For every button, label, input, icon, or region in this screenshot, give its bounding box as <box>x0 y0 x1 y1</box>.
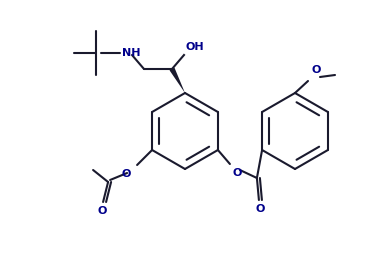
Polygon shape <box>169 68 185 93</box>
Text: O: O <box>312 65 321 75</box>
Text: O: O <box>97 206 107 216</box>
Text: O: O <box>122 169 131 179</box>
Text: OH: OH <box>185 42 204 52</box>
Text: O: O <box>233 168 242 178</box>
Text: NH: NH <box>122 48 141 58</box>
Text: O: O <box>255 204 264 214</box>
